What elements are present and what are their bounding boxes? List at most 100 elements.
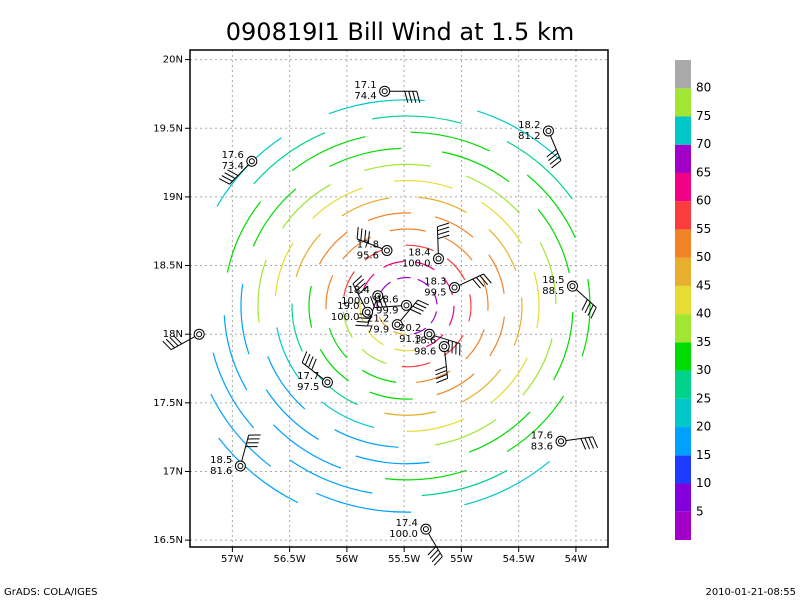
station-marker-inner xyxy=(381,88,388,95)
colorbar-label: 35 xyxy=(696,335,711,349)
colorbar-swatch xyxy=(675,511,691,540)
streamline xyxy=(413,327,427,335)
colorbar-swatch xyxy=(675,455,691,484)
station-marker-inner xyxy=(545,128,552,135)
colorbar-swatch xyxy=(675,427,691,456)
colorbar-swatch xyxy=(675,370,691,399)
wind-barb-flag xyxy=(408,91,413,103)
streamline xyxy=(226,201,262,273)
station-label-bottom: 83.6 xyxy=(531,441,553,452)
station-label-top: 17.4 xyxy=(396,518,418,529)
streamline xyxy=(325,275,334,310)
colorbar-swatch xyxy=(675,144,691,173)
station-label-top: 18.2 xyxy=(518,120,540,131)
streamline xyxy=(414,261,435,271)
streamline xyxy=(446,258,466,281)
x-tick-label: 55W xyxy=(450,554,473,565)
title: 090819I1 Bill Wind at 1.5 km xyxy=(226,18,574,46)
wind-barb-flag xyxy=(311,358,317,371)
wind-barb-flag xyxy=(409,308,422,315)
wind-barb-flag xyxy=(479,275,489,286)
wind-barb-flag xyxy=(352,275,363,285)
station-marker xyxy=(362,306,374,318)
station-marker xyxy=(246,155,258,167)
station-marker xyxy=(391,319,403,331)
streamline xyxy=(367,330,384,346)
streamline xyxy=(461,369,502,403)
station-marker xyxy=(234,460,246,472)
colorbar-label: 60 xyxy=(696,194,711,208)
wind-barb-flag xyxy=(548,152,559,161)
wind-barb-flag xyxy=(592,436,598,449)
wind-barb-flag xyxy=(584,301,591,314)
streamline xyxy=(488,228,517,272)
wind-barb-flag xyxy=(417,299,429,306)
streamline xyxy=(464,460,551,506)
streamline xyxy=(210,393,272,467)
wind-barb-flag xyxy=(218,178,230,185)
colorbar-label: 55 xyxy=(696,222,711,236)
streamline xyxy=(267,356,306,410)
station-marker xyxy=(555,435,567,447)
station-label-bottom: 100.0 xyxy=(389,529,418,540)
station-marker xyxy=(193,328,205,340)
streamline xyxy=(295,233,322,277)
wind-barb-flag xyxy=(357,317,371,319)
streamline xyxy=(430,311,438,324)
y-tick-label: 19.5N xyxy=(153,123,183,134)
wind-barb-flag xyxy=(435,373,448,380)
colorbar-swatch xyxy=(675,60,691,89)
streamline xyxy=(359,301,364,322)
streamline xyxy=(417,278,430,287)
streamline xyxy=(289,459,373,494)
streamline xyxy=(329,147,402,168)
colorbar-swatch xyxy=(675,314,691,343)
station-marker-inner xyxy=(374,292,381,299)
streamline xyxy=(506,395,565,453)
streamline xyxy=(406,418,465,432)
colorbar-label: 45 xyxy=(696,278,711,292)
streamline xyxy=(444,237,473,261)
streamline xyxy=(522,338,553,396)
station-label-top: 17.6 xyxy=(222,150,244,161)
wind-barb-flag xyxy=(355,324,368,327)
wind-barb-flag xyxy=(437,230,450,236)
streamline xyxy=(436,373,475,396)
station-marker xyxy=(542,125,554,137)
wind-barb-flag xyxy=(437,226,450,232)
wind-barb-flag xyxy=(587,304,594,316)
streamline xyxy=(442,276,454,296)
station-marker-inner xyxy=(196,331,203,338)
station-label-top: 21.2 xyxy=(367,314,389,325)
streamline xyxy=(417,196,468,214)
wind-barb-flag xyxy=(367,231,370,244)
streamline xyxy=(308,285,313,328)
station-label-bottom: 81.6 xyxy=(210,466,232,477)
streamline xyxy=(468,294,472,322)
wind-barb-flag xyxy=(416,91,421,103)
streamline xyxy=(291,136,366,172)
wind-barb-flag xyxy=(472,278,481,289)
colorbar-swatch xyxy=(675,257,691,286)
y-tick-label: 18N xyxy=(163,329,183,340)
streamline xyxy=(272,424,342,469)
wind-barb-flag xyxy=(580,438,587,450)
streamline xyxy=(384,411,436,416)
station-label-bottom: 100.0 xyxy=(331,312,360,323)
footer-left: GrADS: COLA/IGES xyxy=(4,587,98,598)
streamline xyxy=(469,411,531,453)
streamline xyxy=(321,401,375,429)
station-label-top: 18.6 xyxy=(414,336,436,347)
wind-barb-flag xyxy=(404,91,409,103)
y-tick-label: 20N xyxy=(163,55,183,66)
streamline xyxy=(489,316,505,357)
wind-barb-flag xyxy=(221,175,233,182)
streamline xyxy=(448,305,455,326)
station-label-top: 17.1 xyxy=(354,80,376,91)
station-label-top: 19.0 xyxy=(337,301,359,312)
streamline xyxy=(434,216,474,238)
x-tick-label: 55.5W xyxy=(388,554,420,565)
colorbar-label: 70 xyxy=(696,137,711,151)
wind-barb-flag xyxy=(546,149,557,158)
station-marker-inner xyxy=(435,255,442,262)
